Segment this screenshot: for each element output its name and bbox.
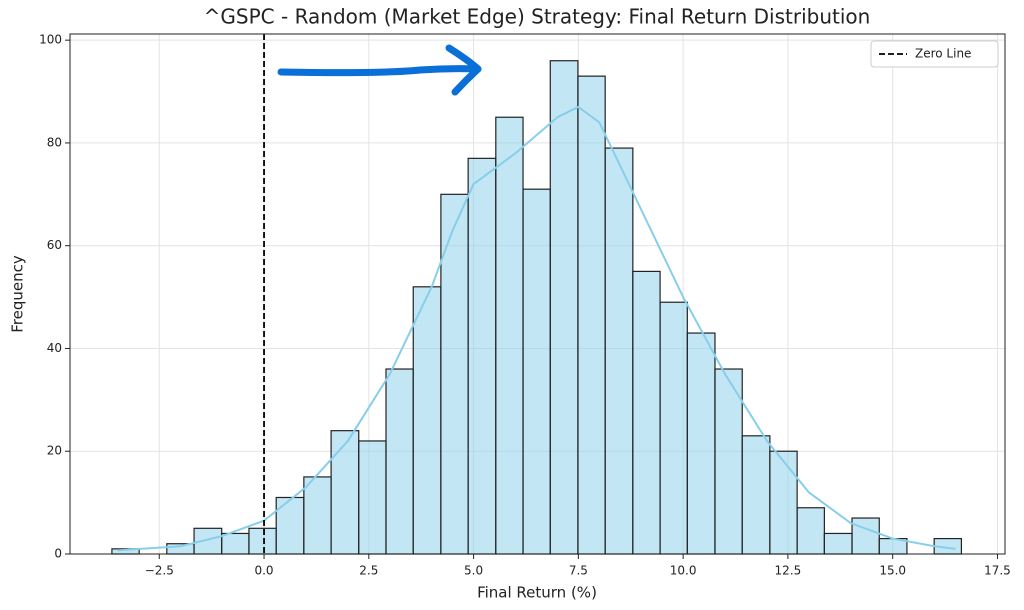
histogram-bar — [851, 517, 880, 555]
histogram-bar — [741, 435, 771, 555]
histogram-bar — [221, 532, 250, 555]
histogram-bar — [604, 147, 634, 555]
histogram-bar — [303, 476, 332, 555]
histogram-bar — [275, 496, 305, 555]
histogram-bar — [577, 75, 606, 555]
histogram-bar — [769, 450, 798, 555]
plot-area: −2.5 0.0 2.5 5.0 7.5 10.0 12.5 15.0 17.5 0 20 40 60 8… — [39, 33, 1011, 578]
x-tick-label: −2.5 — [145, 564, 174, 578]
y-tick-label: 0 — [54, 547, 62, 561]
histogram-bar — [823, 532, 853, 555]
plot-frame — [69, 33, 1006, 555]
histogram-bar — [358, 440, 387, 555]
x-tick-label: 15.0 — [879, 564, 906, 578]
histogram-bar — [522, 188, 551, 555]
kde-line — [117, 105, 956, 552]
histogram-bar — [549, 60, 579, 555]
chart-title: ^GSPC - Random (Market Edge) Strategy: F… — [204, 5, 871, 29]
y-tick-label: 20 — [47, 444, 62, 458]
x-tick-label: 17.5 — [984, 564, 1011, 578]
histogram-bar — [330, 430, 360, 555]
y-axis-label: Frequency — [9, 255, 27, 333]
histogram-bar — [385, 368, 414, 555]
histogram-bar — [686, 332, 716, 555]
arrow-shaft — [277, 65, 482, 77]
y-tick-label: 80 — [47, 135, 62, 149]
histogram-bar — [248, 527, 277, 555]
histogram-bar — [495, 116, 524, 555]
x-tick-label: 0.0 — [254, 564, 273, 578]
x-tick-label: 2.5 — [359, 564, 378, 578]
x-tick-label: 5.0 — [464, 564, 483, 578]
legend-label: Zero Line — [915, 47, 971, 61]
histogram-bar — [467, 157, 497, 555]
histogram-bar — [659, 301, 688, 555]
x-axis-label: Final Return (%) — [477, 584, 597, 602]
y-tick-label: 100 — [39, 33, 62, 47]
y-tick-label: 40 — [47, 341, 62, 355]
histogram-bar — [714, 368, 743, 555]
histogram-bar — [796, 507, 825, 555]
x-tick-label: 12.5 — [775, 564, 802, 578]
legend-box — [870, 40, 999, 68]
arrow-head — [445, 44, 482, 96]
histogram-bar — [632, 270, 661, 555]
histogram-bar — [412, 286, 442, 555]
y-tick-label: 60 — [47, 238, 62, 252]
histogram-bar — [440, 193, 469, 555]
x-tick-label: 10.0 — [670, 564, 697, 578]
x-tick-label: 7.5 — [569, 564, 588, 578]
annotation-arrow — [277, 44, 482, 96]
